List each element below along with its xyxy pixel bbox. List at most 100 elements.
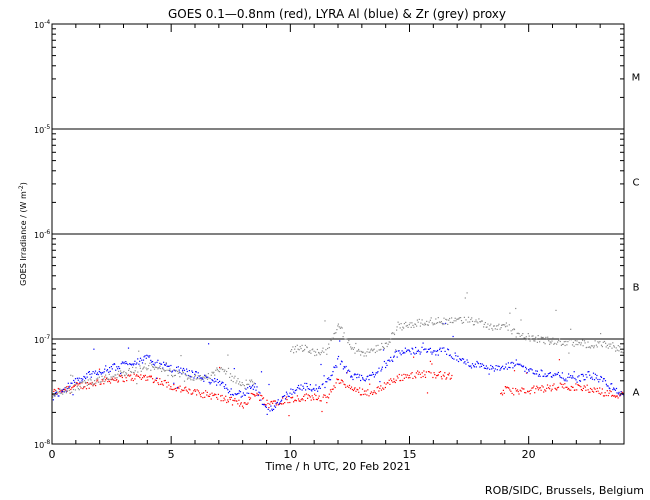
data-point [515,359,517,361]
data-point [514,364,517,366]
data-point [245,379,247,381]
data-point [300,399,302,401]
data-point [133,372,135,374]
data-point [379,349,381,351]
data-point [170,370,172,372]
data-point [73,379,75,382]
data-point [236,400,238,402]
data-point [173,382,175,384]
data-point [607,347,609,349]
data-point [546,375,549,377]
data-point [494,368,496,370]
data-point [245,388,247,390]
data-point [139,360,141,362]
data-point [122,372,124,374]
data-point [240,403,242,405]
data-point [622,352,624,354]
data-point [399,380,401,382]
data-point [223,397,225,399]
data-point [196,378,198,380]
data-point [169,370,171,372]
data-point [75,383,77,385]
data-point [325,396,327,398]
data-point [303,350,305,352]
data-point [130,371,132,373]
data-point [374,391,376,394]
data-point [244,402,246,404]
data-point [325,381,327,383]
data-point [539,387,541,389]
data-point [253,386,256,388]
data-point [437,322,439,324]
data-point [222,368,224,370]
data-point [90,376,92,378]
data-point [138,375,140,377]
data-point [500,327,502,329]
data-point [491,366,494,368]
series-lyra-zr [52,292,625,398]
data-point [422,323,424,325]
data-point [562,343,564,345]
data-point [600,333,602,335]
data-point [227,392,230,394]
data-point [142,359,145,361]
data-point [225,395,227,397]
data-point [465,363,467,365]
data-point [252,383,254,386]
data-point [373,390,375,392]
data-point [467,316,470,318]
data-point [518,364,520,366]
data-point [474,363,476,365]
data-point [180,355,182,357]
x-tick-label: 10 [283,448,297,461]
data-point [396,375,398,377]
data-point [271,408,273,410]
data-point [167,374,169,377]
data-point [326,381,328,383]
data-point [260,399,262,401]
data-point [208,395,211,397]
credit-label: ROB/SIDC, Brussels, Belgium [485,484,644,497]
data-point [505,387,507,389]
data-point [295,400,297,402]
data-point [188,375,190,377]
data-point [117,368,119,370]
data-point [403,351,405,353]
data-point [508,324,510,326]
data-point [609,345,611,347]
data-point [498,365,500,368]
data-point [379,381,381,383]
data-point [185,386,187,388]
data-point [298,400,300,402]
data-point [553,375,555,377]
data-point [400,354,402,356]
data-point [247,402,249,404]
data-point [425,324,427,326]
data-point [144,374,146,376]
data-point [355,390,357,392]
data-point [94,383,96,385]
data-point [299,400,301,402]
data-point [604,392,606,394]
data-point [175,369,177,371]
data-point [324,386,326,389]
data-point [190,379,192,381]
data-point [159,365,161,367]
data-point [429,319,431,321]
data-point [361,374,363,377]
data-point [126,373,128,375]
data-point [344,384,346,386]
data-point [488,328,490,330]
data-point [340,382,342,384]
data-point [167,381,169,383]
data-point [548,340,550,342]
data-point [176,366,178,368]
data-point [521,334,523,336]
data-point [557,386,560,388]
data-point [332,371,334,373]
data-point [338,326,340,328]
data-point [402,326,404,328]
data-point [184,373,186,375]
data-point [95,378,98,380]
data-point [501,392,503,394]
